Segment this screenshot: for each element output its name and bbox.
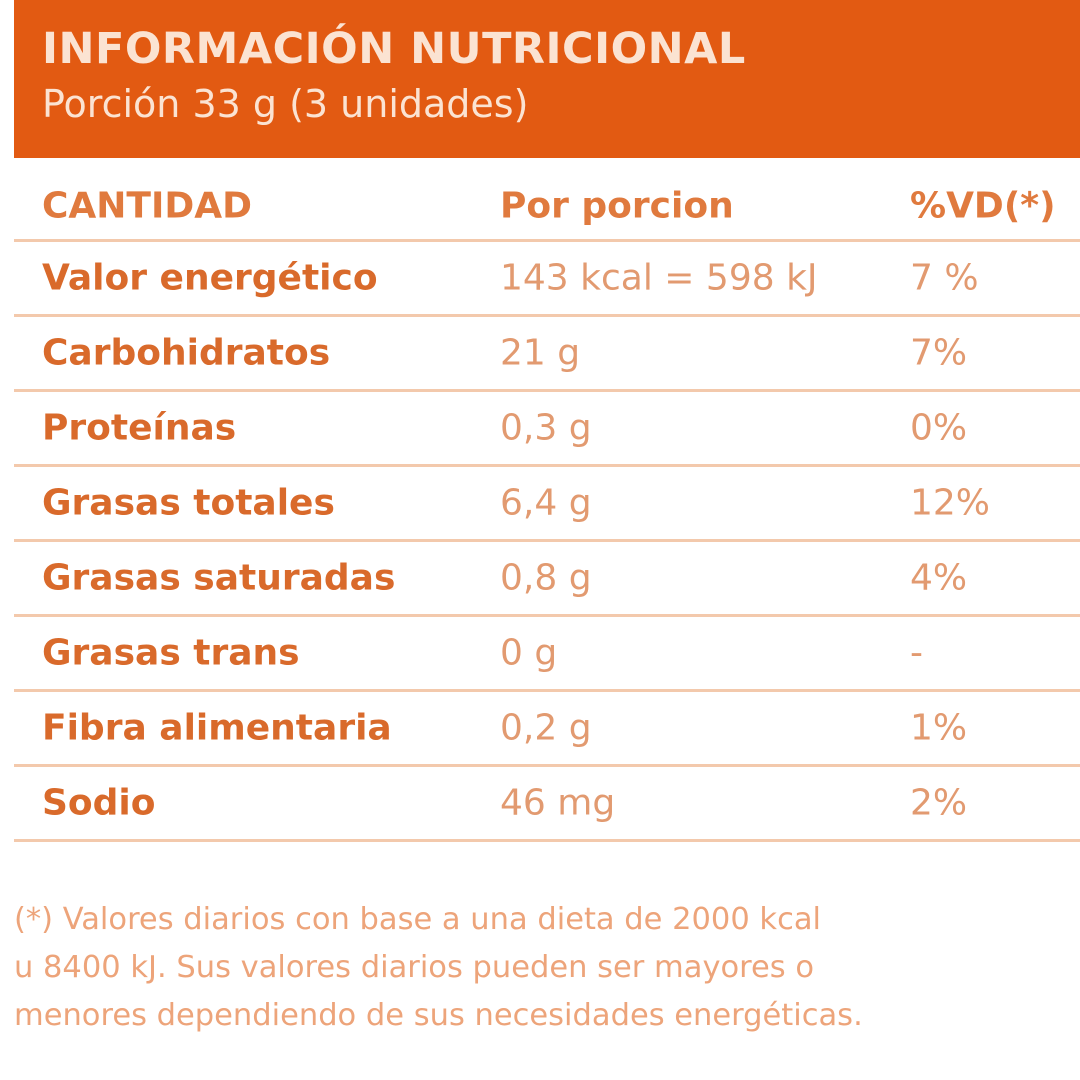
nutrient-name: Proteínas <box>42 407 237 449</box>
table-header-row: CANTIDAD Por porcion %VD(*) <box>14 172 1080 242</box>
nutrient-amount: 21 g <box>500 332 581 374</box>
nutrient-amount: 0 g <box>500 632 558 674</box>
table-row: Grasas trans 0 g - <box>14 617 1080 692</box>
label-header: INFORMACIÓN NUTRICIONAL Porción 33 g (3 … <box>14 0 1080 158</box>
nutrient-daily-value: 7 % <box>910 257 979 299</box>
portion-size: Porción 33 g (3 unidades) <box>42 82 529 126</box>
column-header-quantity: CANTIDAD <box>42 185 252 226</box>
nutrition-table: CANTIDAD Por porcion %VD(*) Valor energé… <box>14 172 1080 842</box>
column-header-per-portion: Por porcion <box>500 185 734 226</box>
table-row: Fibra alimentaria 0,2 g 1% <box>14 692 1080 767</box>
nutrient-daily-value: - <box>910 632 923 674</box>
table-row: Valor energético 143 kcal = 598 kJ 7 % <box>14 242 1080 317</box>
nutrient-amount: 0,3 g <box>500 407 592 449</box>
nutrient-daily-value: 1% <box>910 707 968 749</box>
nutrient-name: Grasas saturadas <box>42 557 396 599</box>
nutrient-daily-value: 4% <box>910 557 968 599</box>
nutrient-daily-value: 12% <box>910 482 991 524</box>
nutrient-amount: 46 mg <box>500 782 616 824</box>
nutrient-daily-value: 0% <box>910 407 968 449</box>
footnote-line: (*) Valores diarios con base a una dieta… <box>14 902 822 937</box>
nutrient-name: Grasas trans <box>42 632 300 674</box>
footnote-line: u 8400 kJ. Sus valores diarios pueden se… <box>14 950 815 985</box>
nutrient-name: Carbohidratos <box>42 332 331 374</box>
nutrient-amount: 0,2 g <box>500 707 592 749</box>
nutrient-amount: 0,8 g <box>500 557 592 599</box>
nutrient-name: Sodio <box>42 782 156 824</box>
column-header-daily-value: %VD(*) <box>910 185 1056 226</box>
nutrient-daily-value: 2% <box>910 782 968 824</box>
nutrient-name: Grasas totales <box>42 482 335 524</box>
nutrient-amount: 143 kcal = 598 kJ <box>500 257 818 299</box>
daily-value-footnote: (*) Valores diarios con base a una dieta… <box>14 896 1074 1040</box>
table-row: Grasas totales 6,4 g 12% <box>14 467 1080 542</box>
footnote-line: menores dependiendo de sus necesidades e… <box>14 998 863 1033</box>
table-row: Grasas saturadas 0,8 g 4% <box>14 542 1080 617</box>
nutrient-amount: 6,4 g <box>500 482 592 524</box>
table-row: Proteínas 0,3 g 0% <box>14 392 1080 467</box>
nutrient-name: Valor energético <box>42 257 378 299</box>
label-title: INFORMACIÓN NUTRICIONAL <box>42 24 746 74</box>
nutrient-daily-value: 7% <box>910 332 968 374</box>
nutrient-name: Fibra alimentaria <box>42 707 392 749</box>
table-row: Sodio 46 mg 2% <box>14 767 1080 842</box>
table-row: Carbohidratos 21 g 7% <box>14 317 1080 392</box>
